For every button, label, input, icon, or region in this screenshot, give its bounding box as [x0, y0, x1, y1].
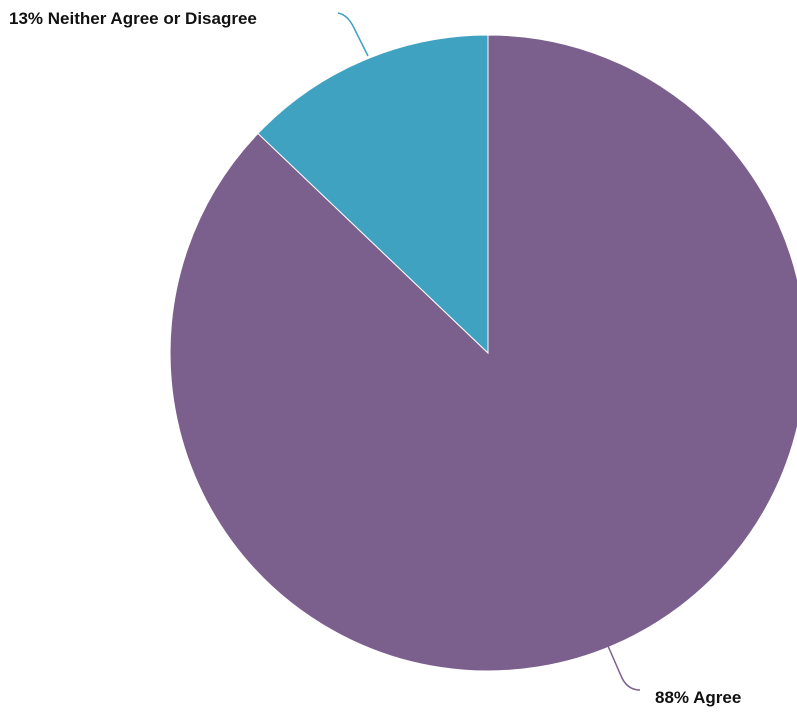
- pie-slice-neither-agree-or-disagree: [257, 34, 489, 355]
- pie-slice-agree: [169, 34, 797, 672]
- slice-label-agree: 88% Agree: [655, 688, 741, 707]
- slice-label-neither-agree-or-disagree: 13% Neither Agree or Disagree: [9, 9, 257, 28]
- leader-line-agree: [607, 645, 641, 691]
- leader-line-neither-agree-or-disagree: [337, 12, 369, 57]
